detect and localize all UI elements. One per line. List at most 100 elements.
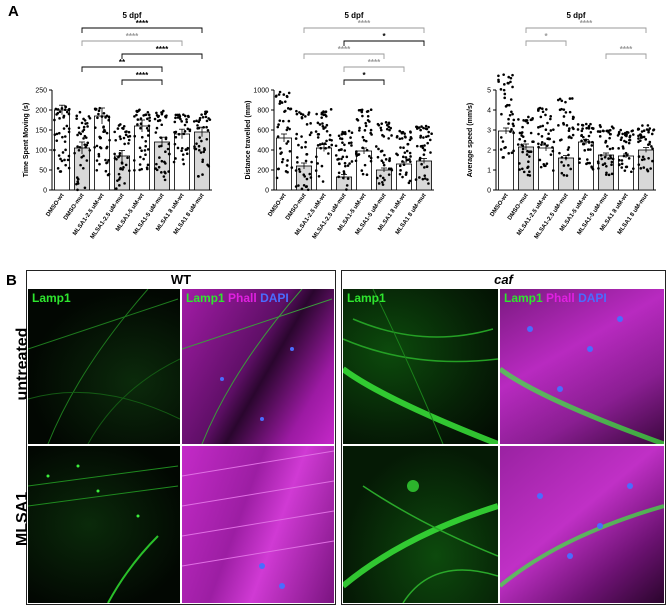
data-point [587, 125, 591, 129]
data-point [138, 168, 141, 172]
data-point [423, 144, 426, 147]
data-point [578, 161, 581, 164]
data-point [162, 109, 165, 113]
data-point [509, 130, 512, 133]
bar [94, 115, 111, 191]
y-tick-label: 1 [487, 168, 491, 175]
data-point [589, 122, 592, 126]
x-tick-label: DMSO-mut [63, 193, 86, 222]
data-point [528, 155, 531, 158]
data-point [607, 131, 610, 134]
significance-label: **** [338, 45, 351, 54]
data-point [105, 131, 109, 135]
data-point [426, 178, 429, 181]
data-point [324, 110, 328, 114]
data-point [588, 161, 591, 165]
data-point [164, 150, 167, 154]
data-point [98, 145, 102, 149]
data-point [403, 135, 407, 138]
data-point [174, 135, 178, 139]
data-point [415, 127, 419, 130]
x-tick-label: DMSO-wt [45, 193, 65, 218]
data-point [73, 151, 76, 155]
data-point [357, 153, 360, 156]
data-point [409, 155, 412, 158]
data-point [415, 144, 419, 148]
data-point [552, 140, 556, 144]
data-point [316, 136, 320, 139]
data-point [345, 155, 349, 159]
data-point [538, 158, 542, 162]
data-point [172, 160, 176, 164]
data-point [325, 123, 329, 127]
data-point [571, 133, 575, 137]
data-point [521, 147, 525, 151]
data-point [365, 173, 369, 177]
data-point [388, 159, 391, 163]
data-point [612, 126, 615, 130]
data-point [182, 162, 186, 166]
data-point [641, 124, 644, 127]
data-point [381, 176, 385, 180]
merge-label-lamp1: Lamp1 [186, 291, 225, 305]
data-point [560, 156, 564, 159]
data-point [382, 163, 386, 167]
data-point [526, 121, 530, 125]
data-point [539, 115, 543, 119]
data-point [208, 118, 212, 121]
data-point [631, 129, 635, 132]
significance-label: * [382, 32, 386, 41]
data-point [609, 156, 613, 160]
data-point [383, 153, 386, 157]
data-point [625, 134, 628, 138]
data-point [541, 110, 545, 114]
data-point [639, 167, 643, 170]
data-point [547, 132, 550, 136]
data-point [64, 105, 68, 109]
data-point [304, 140, 308, 144]
data-point [297, 184, 300, 187]
data-point [286, 159, 289, 162]
data-point [597, 161, 600, 165]
significance-bracket [605, 53, 647, 59]
data-point [376, 155, 380, 159]
data-point [325, 139, 328, 143]
data-point [409, 160, 412, 163]
data-point [318, 123, 322, 126]
data-point [286, 107, 290, 110]
y-tick-label: 4 [487, 108, 491, 115]
data-point [500, 112, 503, 116]
data-point [206, 128, 210, 132]
data-point [349, 136, 352, 139]
data-point [510, 151, 514, 155]
data-point [164, 137, 168, 141]
data-point [66, 158, 70, 162]
significance-label: * [362, 71, 366, 80]
data-point [114, 138, 117, 142]
data-point [625, 154, 629, 157]
significance-bracket [121, 79, 163, 85]
data-point [622, 154, 626, 158]
data-point [405, 171, 408, 174]
data-point [418, 176, 421, 179]
data-point [503, 96, 506, 100]
data-point [327, 152, 330, 155]
data-point [147, 113, 151, 117]
data-point [65, 110, 69, 114]
y-tick-label: 150 [35, 128, 47, 135]
data-point [139, 155, 142, 159]
data-point [337, 134, 341, 138]
data-point [567, 146, 571, 149]
data-point [403, 151, 407, 154]
data-point [320, 164, 324, 168]
data-point [621, 145, 625, 148]
data-point [62, 127, 66, 130]
data-point [589, 130, 593, 134]
data-point [380, 159, 384, 163]
data-point [354, 159, 358, 163]
y-tick-label: 1000 [253, 88, 269, 95]
data-point [53, 133, 57, 136]
data-point [301, 113, 305, 116]
data-point [511, 112, 514, 116]
data-point [86, 141, 90, 145]
